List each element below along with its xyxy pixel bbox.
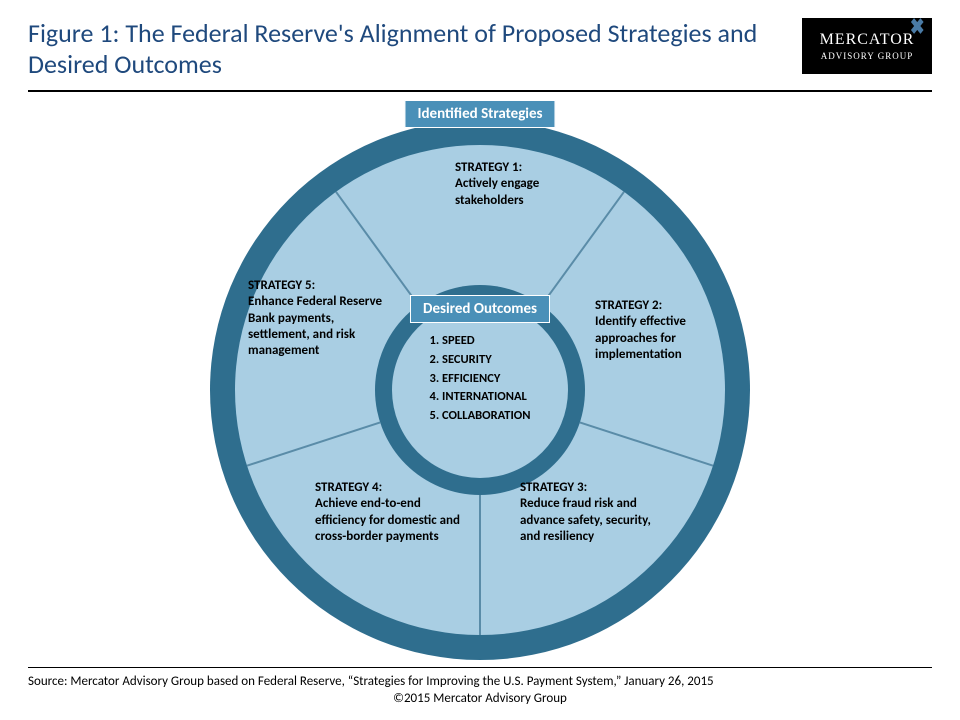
- logo-x-icon: ✖: [909, 14, 924, 40]
- figure-title: Figure 1: The Federal Reserve's Alignmen…: [28, 18, 788, 80]
- strategy-4: STRATEGY 4:Achieve end-to-end efficiency…: [315, 480, 465, 545]
- strategy-5: STRATEGY 5:Enhance Federal Reserve Bank …: [248, 278, 383, 359]
- logo: ✖ MERCATOR ADVISORY GROUP: [802, 18, 932, 74]
- strategy-1: STRATEGY 1:Actively engage stakeholders: [455, 160, 595, 209]
- footer-rule: [28, 667, 932, 668]
- outcome-3: 3. EFFICIENCY: [430, 370, 531, 389]
- outcomes-list: 1. SPEED2. SECURITY3. EFFICIENCY4. INTER…: [430, 332, 531, 426]
- strategies-label: Identified Strategies: [404, 100, 555, 128]
- outcome-1: 1. SPEED: [430, 332, 531, 351]
- strategy-3: STRATEGY 3:Reduce fraud risk and advance…: [520, 480, 660, 545]
- outcome-2: 2. SECURITY: [430, 351, 531, 370]
- outcome-5: 5. COLLABORATION: [430, 407, 531, 426]
- header: Figure 1: The Federal Reserve's Alignmen…: [28, 18, 932, 80]
- outcome-4: 4. INTERNATIONAL: [430, 388, 531, 407]
- circular-diagram: Identified Strategies Desired Outcomes S…: [200, 100, 760, 660]
- outcomes-label: Desired Outcomes: [410, 295, 550, 323]
- strategy-2: STRATEGY 2:Identify effective approaches…: [595, 298, 730, 363]
- logo-sub-text: ADVISORY GROUP: [821, 51, 913, 61]
- source-line: Source: Mercator Advisory Group based on…: [28, 674, 932, 689]
- footer: Source: Mercator Advisory Group based on…: [28, 674, 932, 706]
- logo-main-text: MERCATOR: [820, 31, 915, 49]
- header-rule: [28, 90, 932, 92]
- copyright-line: ©2015 Mercator Advisory Group: [28, 691, 932, 706]
